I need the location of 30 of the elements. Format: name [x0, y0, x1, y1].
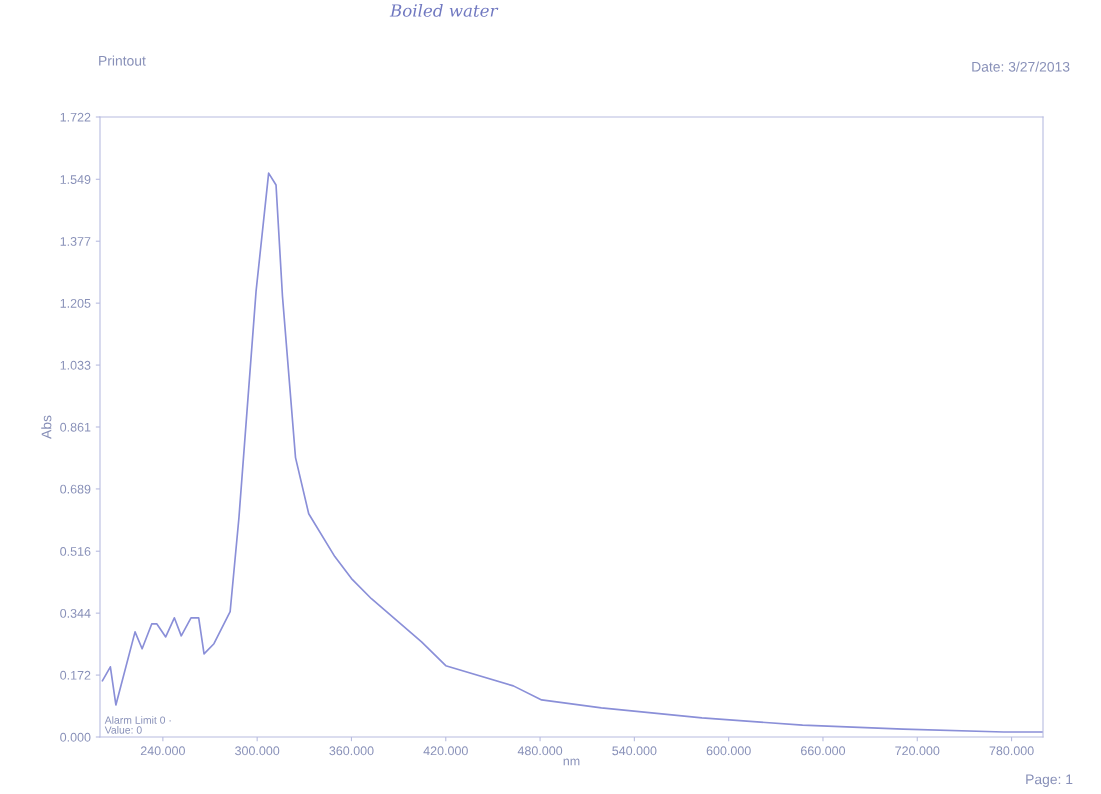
x-tick-label: 600.000	[706, 746, 751, 756]
y-tick-label: 0.000	[60, 732, 91, 742]
x-tick-label: 360.000	[329, 746, 374, 756]
x-tick-label: 240.000	[140, 746, 185, 756]
x-tick-label: 300.000	[235, 746, 280, 756]
y-tick-label: 1.549	[60, 175, 91, 184]
x-tick-label: 780.000	[989, 746, 1034, 756]
chart-subtitle: Printout	[99, 55, 146, 66]
text: Date: 3/27/2013	[972, 61, 1070, 72]
y-tick-label: 0.689	[60, 484, 91, 494]
x-tick-label: 540.000	[612, 746, 657, 756]
x-tick-label: 660.000	[801, 746, 846, 756]
y-axis-title: Abs	[41, 415, 52, 439]
text: Page: 1	[1026, 774, 1073, 787]
x-tick-label: 720.000	[895, 746, 940, 756]
line-series	[101, 172, 1043, 733]
y-tick-label: 1.033	[60, 360, 91, 370]
y-tick-label: 1.377	[60, 237, 91, 246]
y-tick-label: 0.172	[60, 670, 91, 680]
x-tick-label: 420.000	[423, 746, 468, 756]
annotation: Value: 0	[104, 726, 142, 734]
y-tick-label: 1.205	[60, 298, 91, 308]
y-tick-label: 0.344	[60, 608, 91, 618]
x-axis-title: nm	[563, 758, 580, 766]
x-tick-label: 480.000	[517, 746, 563, 756]
y-tick-label: 0.516	[60, 547, 91, 556]
annotation: Alarm Limit 0 ·	[104, 716, 171, 724]
y-tick-label: 0.861	[60, 422, 91, 432]
chart-title: Boiled water	[389, 3, 499, 17]
y-tick-label: 1.722	[60, 112, 91, 122]
